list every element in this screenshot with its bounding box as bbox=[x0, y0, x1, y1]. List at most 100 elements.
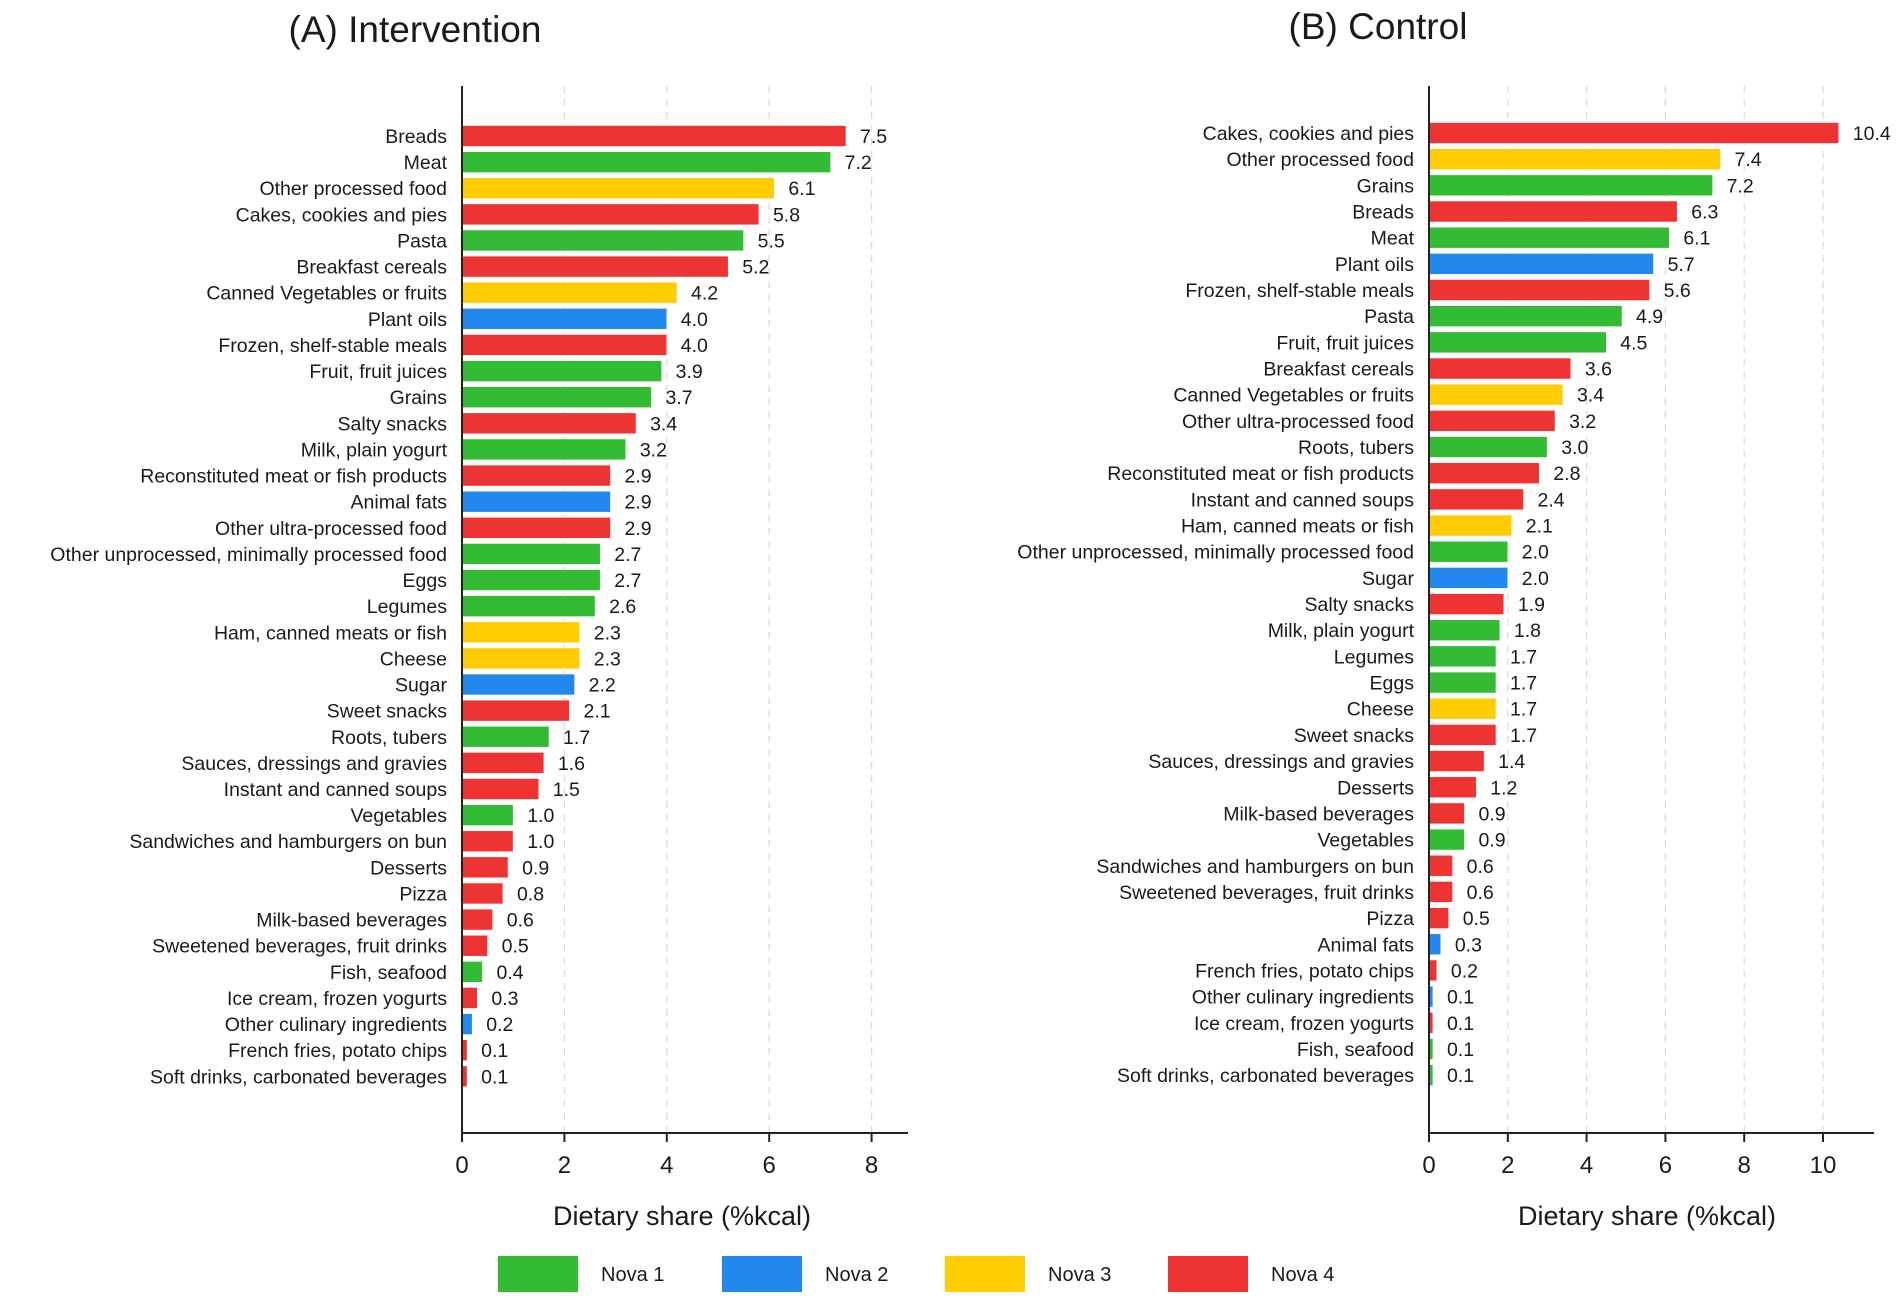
intervention-bar bbox=[461, 229, 744, 252]
intervention-bar bbox=[461, 908, 494, 931]
intervention-category-label: Meat bbox=[404, 152, 448, 174]
control-value-label: 3.0 bbox=[1561, 437, 1588, 459]
intervention-bar bbox=[461, 961, 483, 983]
control-value-label: 1.9 bbox=[1518, 594, 1545, 616]
intervention-panel: (A) Intervention Dietary share (%kcal) B… bbox=[50, 9, 908, 1231]
nova4-legend-swatch bbox=[1168, 1256, 1248, 1292]
intervention-x-tick-label: 0 bbox=[455, 1152, 468, 1179]
intervention-value-label: 2.6 bbox=[609, 596, 636, 618]
intervention-category-label: Roots, tubers bbox=[331, 727, 447, 749]
intervention-bar bbox=[461, 621, 581, 644]
control-value-label: 2.4 bbox=[1538, 489, 1565, 511]
control-value-label: 1.7 bbox=[1510, 725, 1537, 747]
intervention-category-label: Other processed food bbox=[259, 178, 447, 200]
control-bar bbox=[1428, 671, 1497, 694]
control-value-label: 7.4 bbox=[1735, 149, 1762, 171]
intervention-value-label: 5.5 bbox=[758, 230, 785, 252]
intervention-bar bbox=[461, 308, 668, 330]
control-value-label: 2.1 bbox=[1526, 516, 1553, 538]
control-bar bbox=[1428, 488, 1524, 511]
control-category-label: Sweet snacks bbox=[1294, 725, 1415, 747]
control-bar bbox=[1428, 933, 1442, 956]
control-bar bbox=[1428, 802, 1465, 825]
control-category-label: Reconstituted meat or fish products bbox=[1107, 463, 1414, 485]
control-value-label: 3.2 bbox=[1569, 411, 1596, 433]
intervention-value-label: 5.8 bbox=[773, 204, 800, 226]
intervention-value-label: 0.4 bbox=[496, 962, 523, 984]
intervention-value-label: 0.5 bbox=[502, 936, 529, 958]
intervention-bar bbox=[461, 699, 570, 722]
intervention-category-label: Reconstituted meat or fish products bbox=[140, 466, 447, 488]
control-category-label: Fruit, fruit juices bbox=[1276, 332, 1414, 354]
intervention-category-label: Cakes, cookies and pies bbox=[236, 204, 448, 226]
intervention-category-label: Fruit, fruit juices bbox=[309, 361, 447, 383]
control-panel: (B) Control Dietary share (%kcal) Cakes,… bbox=[1017, 6, 1891, 1231]
control-category-label: Frozen, shelf-stable meals bbox=[1185, 280, 1414, 302]
intervention-bar bbox=[461, 778, 540, 800]
control-value-label: 0.1 bbox=[1447, 1013, 1474, 1035]
control-bar bbox=[1428, 383, 1564, 406]
control-category-label: Ice cream, frozen yogurts bbox=[1194, 1013, 1414, 1035]
control-category-label: Canned Vegetables or fruits bbox=[1173, 385, 1414, 407]
intervention-bar bbox=[461, 752, 545, 774]
intervention-category-label: Milk-based beverages bbox=[256, 910, 447, 932]
control-category-label: Milk-based beverages bbox=[1223, 803, 1414, 825]
control-x-tick-label: 2 bbox=[1501, 1152, 1514, 1179]
intervention-x-tick-label: 2 bbox=[558, 1152, 571, 1179]
control-bar bbox=[1428, 907, 1450, 929]
intervention-category-label: Plant oils bbox=[368, 309, 447, 331]
control-value-label: 0.3 bbox=[1455, 934, 1482, 956]
intervention-category-label: Soft drinks, carbonated beverages bbox=[150, 1066, 447, 1088]
nova3-legend-label: Nova 3 bbox=[1048, 1264, 1111, 1286]
control-category-label: Animal fats bbox=[1318, 934, 1415, 956]
intervention-value-label: 4.0 bbox=[681, 335, 708, 357]
intervention-bar bbox=[461, 1013, 473, 1035]
control-value-label: 0.1 bbox=[1447, 1065, 1474, 1087]
intervention-bar bbox=[461, 725, 550, 748]
intervention-bar bbox=[461, 934, 488, 957]
intervention-bar bbox=[461, 830, 514, 853]
intervention-value-label: 0.1 bbox=[481, 1040, 508, 1062]
control-category-label: Fish, seafood bbox=[1297, 1039, 1414, 1061]
control-bar bbox=[1428, 279, 1650, 301]
control-value-label: 1.7 bbox=[1510, 673, 1537, 695]
intervention-value-label: 0.9 bbox=[522, 857, 549, 879]
control-category-label: Cheese bbox=[1347, 699, 1414, 721]
control-category-label: Sweetened beverages, fruit drinks bbox=[1119, 882, 1414, 904]
control-category-label: Eggs bbox=[1370, 673, 1415, 695]
control-category-label: Plant oils bbox=[1335, 254, 1414, 276]
intervention-value-label: 2.1 bbox=[584, 701, 611, 723]
control-x-tick-label: 10 bbox=[1810, 1152, 1837, 1179]
intervention-category-label: Milk, plain yogurt bbox=[301, 439, 448, 461]
intervention-value-label: 3.9 bbox=[676, 361, 703, 383]
intervention-category-label: Pasta bbox=[397, 230, 447, 252]
intervention-value-label: 2.9 bbox=[624, 466, 651, 488]
control-value-label: 3.4 bbox=[1577, 385, 1604, 407]
intervention-category-label: Other unprocessed, minimally processed f… bbox=[50, 544, 447, 566]
control-x-tick-label: 6 bbox=[1659, 1152, 1672, 1179]
control-bar bbox=[1428, 645, 1497, 668]
intervention-bar bbox=[461, 673, 575, 696]
intervention-value-label: 1.5 bbox=[553, 779, 580, 801]
control-bar bbox=[1428, 776, 1477, 799]
intervention-category-label: Animal fats bbox=[351, 492, 448, 514]
control-bar bbox=[1428, 436, 1548, 458]
intervention-category-label: Sandwiches and hamburgers on bun bbox=[129, 831, 447, 853]
control-bar bbox=[1428, 357, 1572, 380]
control-x-tick-label: 4 bbox=[1580, 1152, 1593, 1179]
control-bar bbox=[1428, 567, 1509, 589]
intervention-x-tick-label: 6 bbox=[763, 1152, 776, 1179]
control-category-label: Soft drinks, carbonated beverages bbox=[1117, 1065, 1414, 1087]
control-value-label: 0.6 bbox=[1467, 882, 1494, 904]
intervention-value-label: 0.3 bbox=[491, 988, 518, 1010]
intervention-value-label: 2.3 bbox=[594, 648, 621, 670]
control-category-label: Sauces, dressings and gravies bbox=[1148, 751, 1414, 773]
intervention-bar bbox=[461, 203, 760, 226]
intervention-value-label: 6.1 bbox=[788, 178, 815, 200]
control-value-label: 2.8 bbox=[1553, 463, 1580, 485]
control-bar bbox=[1428, 200, 1678, 223]
intervention-value-label: 1.0 bbox=[527, 805, 554, 827]
control-value-label: 4.5 bbox=[1620, 332, 1647, 354]
intervention-category-label: Other ultra-processed food bbox=[215, 518, 447, 540]
control-category-label: Milk, plain yogurt bbox=[1268, 620, 1415, 642]
